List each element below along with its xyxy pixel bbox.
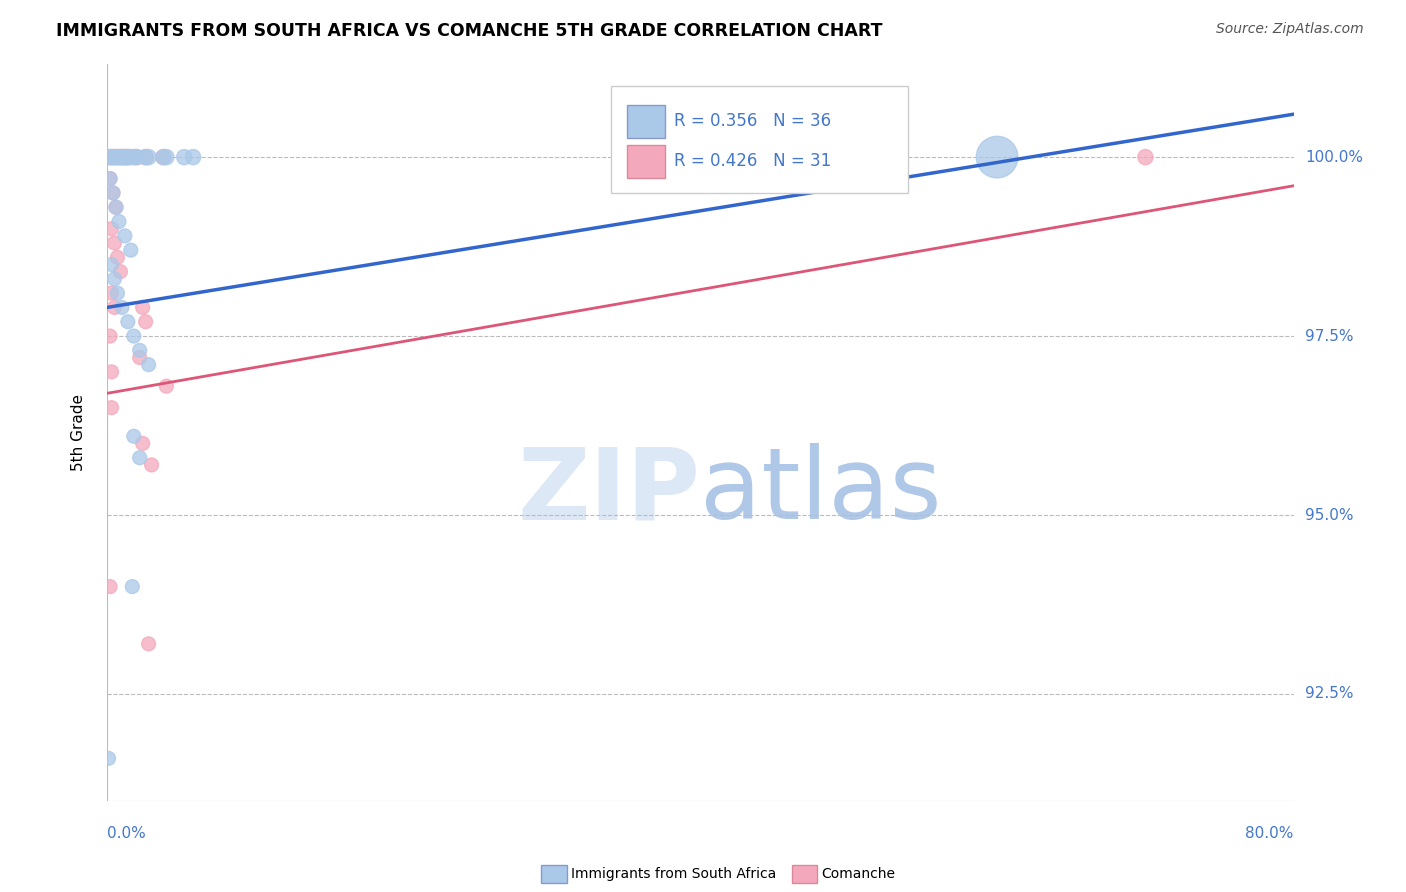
Point xyxy=(1135,150,1157,164)
Point xyxy=(104,150,127,164)
Point xyxy=(101,150,124,164)
Point xyxy=(114,228,136,243)
Point xyxy=(131,301,153,315)
Point xyxy=(103,272,125,286)
Point xyxy=(115,150,138,164)
Text: Comanche: Comanche xyxy=(821,867,896,881)
Point xyxy=(173,150,195,164)
Bar xyxy=(627,104,665,137)
Point xyxy=(135,315,157,329)
Point xyxy=(103,301,125,315)
Point xyxy=(101,150,124,164)
Text: Immigrants from South Africa: Immigrants from South Africa xyxy=(571,867,776,881)
Point xyxy=(98,150,121,164)
Point xyxy=(125,150,148,164)
Point xyxy=(114,150,136,164)
Point xyxy=(100,401,122,415)
Point xyxy=(135,150,157,164)
Point xyxy=(152,150,174,164)
Point xyxy=(104,150,127,164)
FancyBboxPatch shape xyxy=(612,87,908,193)
Point xyxy=(135,150,157,164)
Point xyxy=(138,358,160,372)
Point xyxy=(98,171,121,186)
Point xyxy=(101,186,124,200)
Text: 0.0%: 0.0% xyxy=(107,826,146,841)
Point xyxy=(108,214,131,228)
Text: ZIP: ZIP xyxy=(517,443,700,541)
Text: 97.5%: 97.5% xyxy=(1305,328,1354,343)
Point xyxy=(114,150,136,164)
Point xyxy=(122,150,145,164)
Y-axis label: 5th Grade: 5th Grade xyxy=(72,394,86,471)
Point xyxy=(128,351,150,365)
Point xyxy=(152,150,174,164)
Point xyxy=(128,450,150,465)
Point xyxy=(121,580,143,594)
Point xyxy=(100,365,122,379)
Point xyxy=(138,150,160,164)
Point xyxy=(98,580,121,594)
Point xyxy=(117,150,139,164)
Point xyxy=(141,458,163,472)
Point xyxy=(100,221,122,235)
Point xyxy=(108,150,131,164)
Point xyxy=(98,171,121,186)
Text: 95.0%: 95.0% xyxy=(1305,508,1354,523)
Point xyxy=(108,150,131,164)
Text: 92.5%: 92.5% xyxy=(1305,687,1354,701)
Point xyxy=(120,150,142,164)
Point xyxy=(111,301,134,315)
Point xyxy=(103,235,125,250)
Point xyxy=(131,436,153,450)
Point xyxy=(120,243,142,257)
Point xyxy=(138,637,160,651)
Point xyxy=(111,150,134,164)
Point xyxy=(117,315,139,329)
Text: R = 0.356   N = 36: R = 0.356 N = 36 xyxy=(675,112,831,130)
Point xyxy=(122,429,145,443)
Text: 80.0%: 80.0% xyxy=(1246,826,1294,841)
Text: atlas: atlas xyxy=(700,443,942,541)
Point xyxy=(122,329,145,343)
Point xyxy=(117,150,139,164)
Point xyxy=(97,751,120,765)
Text: IMMIGRANTS FROM SOUTH AFRICA VS COMANCHE 5TH GRADE CORRELATION CHART: IMMIGRANTS FROM SOUTH AFRICA VS COMANCHE… xyxy=(56,22,883,40)
Point xyxy=(128,343,150,358)
Point xyxy=(181,150,204,164)
Text: 100.0%: 100.0% xyxy=(1305,150,1362,165)
Point xyxy=(125,150,148,164)
Point xyxy=(98,329,121,343)
Bar xyxy=(627,145,665,178)
Point xyxy=(110,265,132,279)
Point xyxy=(100,258,122,272)
Text: R = 0.426   N = 31: R = 0.426 N = 31 xyxy=(675,153,831,170)
Point xyxy=(986,150,1008,164)
Point xyxy=(107,286,129,301)
Point xyxy=(98,150,121,164)
Point xyxy=(101,186,124,200)
Point xyxy=(100,286,122,301)
Point xyxy=(155,150,177,164)
Point xyxy=(155,379,177,393)
Text: Source: ZipAtlas.com: Source: ZipAtlas.com xyxy=(1216,22,1364,37)
Point xyxy=(107,250,129,264)
Point xyxy=(111,150,134,164)
Point xyxy=(104,200,127,214)
Point xyxy=(104,200,127,214)
